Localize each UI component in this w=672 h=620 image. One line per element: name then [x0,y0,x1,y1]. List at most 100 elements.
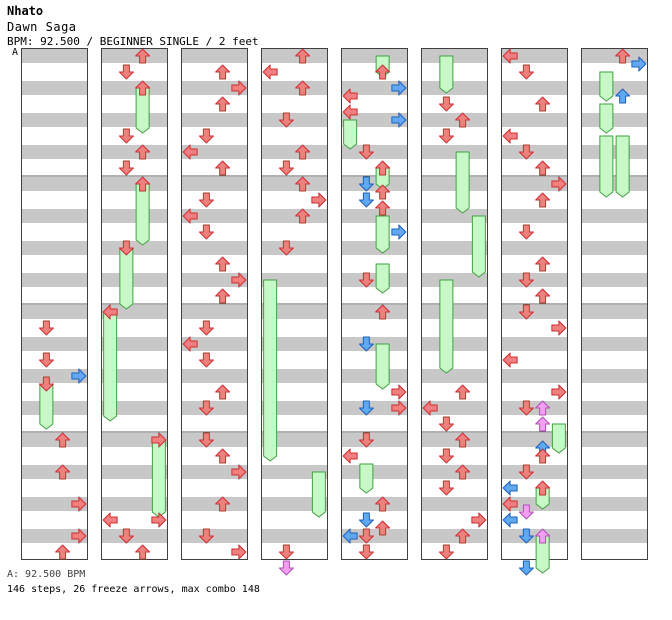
up-arrow-icon [295,144,311,160]
beat-stripe [501,177,568,191]
down-arrow-icon [518,224,534,240]
right-arrow-icon [151,432,167,448]
up-arrow-icon [615,48,631,64]
up-arrow-icon [215,288,231,304]
left-arrow-icon [502,352,518,368]
left-arrow-icon [502,512,518,528]
beat-stripe [261,305,328,319]
down-arrow-icon [38,352,54,368]
beat-stripe [21,433,88,447]
down-arrow-icon [438,544,454,560]
freeze-arrow-body [263,279,278,462]
beat-stripe [421,465,488,479]
freeze-arrow-body [375,263,390,294]
beat-stripe [501,241,568,255]
right-arrow-icon [151,512,167,528]
down-arrow-icon [118,528,134,544]
freeze-arrow-body [599,71,614,102]
beat-stripe [181,529,248,543]
up-arrow-icon [375,184,391,200]
up-arrow-icon [295,80,311,96]
beat-stripe [341,369,408,383]
beat-stripe [341,305,408,319]
bpm-summary: A: 92.500 BPM [7,569,86,580]
up-arrow-icon [375,304,391,320]
right-arrow-icon [231,544,247,560]
right-arrow-icon [471,512,487,528]
beat-stripe [101,529,168,543]
up-arrow-icon [295,176,311,192]
beat-stripe [581,465,648,479]
right-arrow-icon [311,192,327,208]
beat-stripe [21,497,88,511]
down-arrow-icon [198,192,214,208]
beat-stripe [581,177,648,191]
freeze-arrow-body [439,55,454,94]
right-arrow-icon [231,272,247,288]
beat-stripe [261,497,328,511]
down-arrow-icon [358,400,374,416]
beat-stripe [101,337,168,351]
beat-stripe [581,305,648,319]
down-arrow-icon [278,560,294,576]
up-arrow-icon [135,176,151,192]
up-arrow-icon [535,416,551,432]
beat-stripe [581,369,648,383]
column-border [261,48,328,560]
right-arrow-icon [551,384,567,400]
left-arrow-icon [182,144,198,160]
beat-stripe [101,177,168,191]
beat-stripe [581,81,648,95]
beat-stripe [501,529,568,543]
beat-stripe [101,465,168,479]
beat-stripe [341,497,408,511]
beat-stripe [501,81,568,95]
down-arrow-icon [198,320,214,336]
beat-stripe [421,81,488,95]
freeze-arrow-body [599,135,614,198]
freeze-arrow-body [103,311,118,422]
beat-stripe [501,465,568,479]
beat-stripe [181,337,248,351]
beat-stripe [21,369,88,383]
left-arrow-icon [182,208,198,224]
beat-stripe [501,497,568,511]
beat-stripe [581,49,648,63]
beat-stripe [181,209,248,223]
beat-stripe [421,433,488,447]
down-arrow-icon [358,336,374,352]
beat-stripe [21,145,88,159]
beat-stripe [421,209,488,223]
beat-stripe [501,273,568,287]
down-arrow-icon [518,144,534,160]
beat-stripe [421,369,488,383]
chart-column [421,48,488,560]
beat-stripe [21,81,88,95]
up-arrow-icon [455,384,471,400]
left-arrow-icon [502,496,518,512]
beat-stripe [21,465,88,479]
freeze-arrow-body [375,343,390,390]
up-arrow-icon [135,48,151,64]
beat-stripe [341,49,408,63]
beat-stripe [501,337,568,351]
up-arrow-icon [375,520,391,536]
beat-stripe [181,273,248,287]
down-arrow-icon [518,304,534,320]
beat-stripe [421,337,488,351]
freeze-arrow-body [471,215,486,278]
left-arrow-icon [342,104,358,120]
beat-stripe [101,369,168,383]
beat-stripe [261,401,328,415]
beat-stripe [341,177,408,191]
down-arrow-icon [358,512,374,528]
down-arrow-icon [438,416,454,432]
right-arrow-icon [391,224,407,240]
beat-stripe [581,337,648,351]
beat-stripe [261,81,328,95]
beat-stripe [421,49,488,63]
right-arrow-icon [231,80,247,96]
beat-stripe [341,465,408,479]
left-arrow-icon [102,512,118,528]
right-arrow-icon [631,56,647,72]
